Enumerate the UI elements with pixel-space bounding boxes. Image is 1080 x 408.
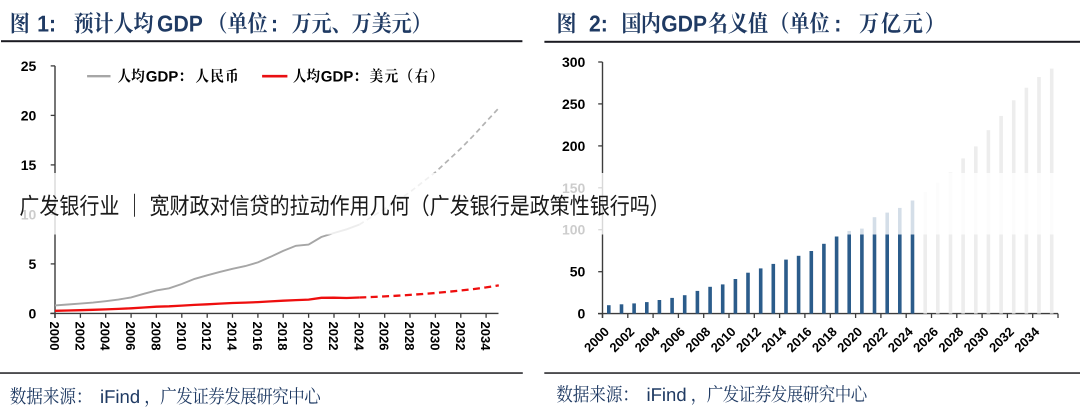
svg-text:2012: 2012 — [199, 322, 214, 351]
svg-text:2014: 2014 — [225, 322, 240, 352]
svg-text:2018: 2018 — [275, 322, 290, 351]
svg-text:2030: 2030 — [427, 322, 442, 351]
svg-text:25: 25 — [21, 58, 37, 74]
svg-text:2010: 2010 — [174, 322, 189, 351]
svg-text:2008: 2008 — [148, 322, 163, 351]
svg-text:5: 5 — [29, 256, 37, 272]
svg-text:0: 0 — [578, 306, 586, 322]
svg-text:2034: 2034 — [478, 322, 493, 352]
svg-text:2022: 2022 — [326, 322, 341, 351]
svg-text:20: 20 — [21, 107, 37, 123]
svg-text:2020: 2020 — [301, 322, 316, 351]
svg-text:2004: 2004 — [98, 322, 113, 352]
svg-text:50: 50 — [570, 264, 586, 280]
svg-text:2028: 2028 — [402, 322, 417, 351]
svg-text:2032: 2032 — [453, 322, 468, 351]
svg-text:2002: 2002 — [72, 322, 87, 351]
svg-text:2024: 2024 — [351, 322, 366, 352]
svg-text:250: 250 — [562, 96, 586, 112]
svg-text:15: 15 — [21, 157, 37, 173]
svg-text:2000: 2000 — [47, 322, 62, 351]
svg-text:200: 200 — [562, 138, 586, 154]
svg-text:2006: 2006 — [123, 322, 138, 351]
svg-text:0: 0 — [29, 305, 37, 321]
svg-text:2026: 2026 — [377, 322, 392, 351]
svg-text:2016: 2016 — [250, 322, 265, 351]
svg-text:300: 300 — [562, 54, 586, 70]
